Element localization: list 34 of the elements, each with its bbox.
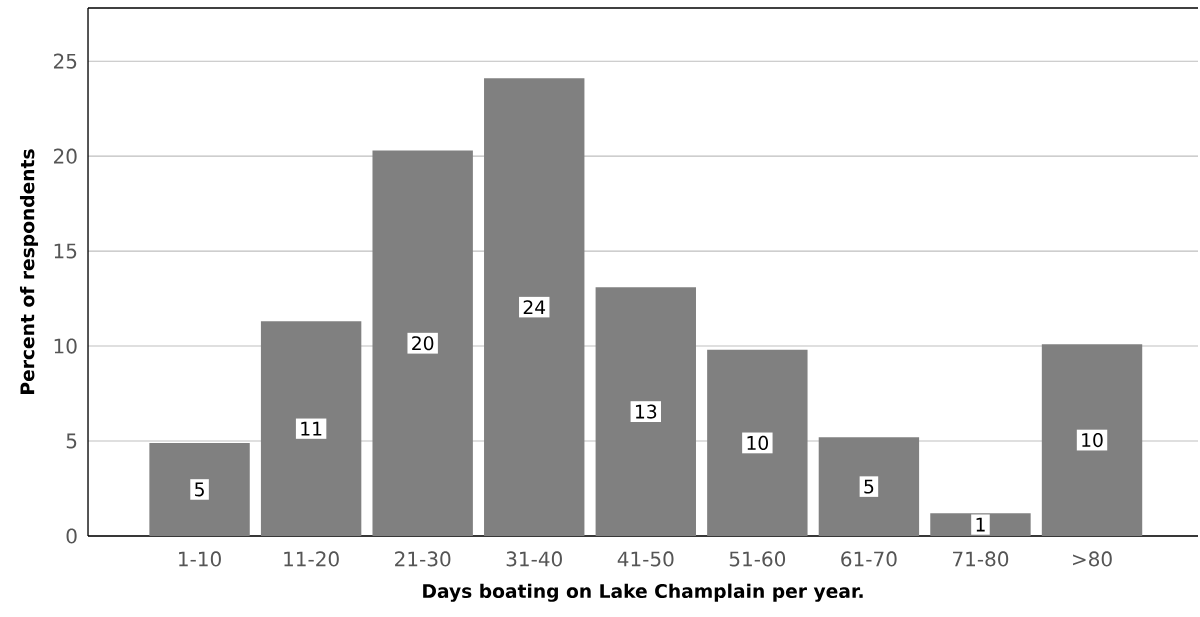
bar	[1041, 344, 1143, 536]
data-label: 10	[1082, 433, 1103, 448]
x-tick-label: 11-20	[284, 551, 339, 567]
bar	[707, 349, 808, 536]
x-tick-label: 51-60	[729, 551, 786, 567]
x-tick-label: 21-30	[395, 551, 451, 567]
bar	[595, 287, 696, 536]
bar	[372, 150, 473, 536]
x-tick-label: 41-50	[617, 551, 674, 567]
y-tick-label: 0	[66, 528, 77, 544]
data-label: 20	[412, 336, 434, 351]
data-label: 10	[747, 435, 768, 450]
x-tick-label: 71-80	[953, 551, 1009, 567]
data-label: 24	[523, 300, 546, 315]
y-tick-label: 5	[66, 433, 77, 449]
x-tick-label: 61-70	[841, 551, 897, 567]
data-label: 11	[301, 421, 322, 436]
bar	[149, 442, 250, 536]
y-tick-label: 15	[54, 243, 77, 259]
y-axis-title: Percent of respondents	[19, 149, 39, 394]
y-tick-label: 20	[53, 148, 77, 164]
data-label: 13	[635, 404, 657, 419]
bar	[260, 321, 362, 536]
data-label: 1	[976, 517, 985, 532]
data-label: 5	[864, 479, 874, 494]
y-tick-label: 25	[53, 53, 77, 69]
bar	[484, 78, 585, 536]
bar	[818, 437, 920, 536]
x-tick-label: 31-40	[506, 551, 562, 567]
y-tick-label: 10	[54, 338, 77, 354]
data-label: 5	[195, 482, 204, 497]
x-tick-label: >80	[1073, 551, 1112, 567]
x-axis-title: Days boating on Lake Champlain per year.	[423, 583, 863, 602]
x-tick-label: 1-10	[179, 551, 221, 567]
